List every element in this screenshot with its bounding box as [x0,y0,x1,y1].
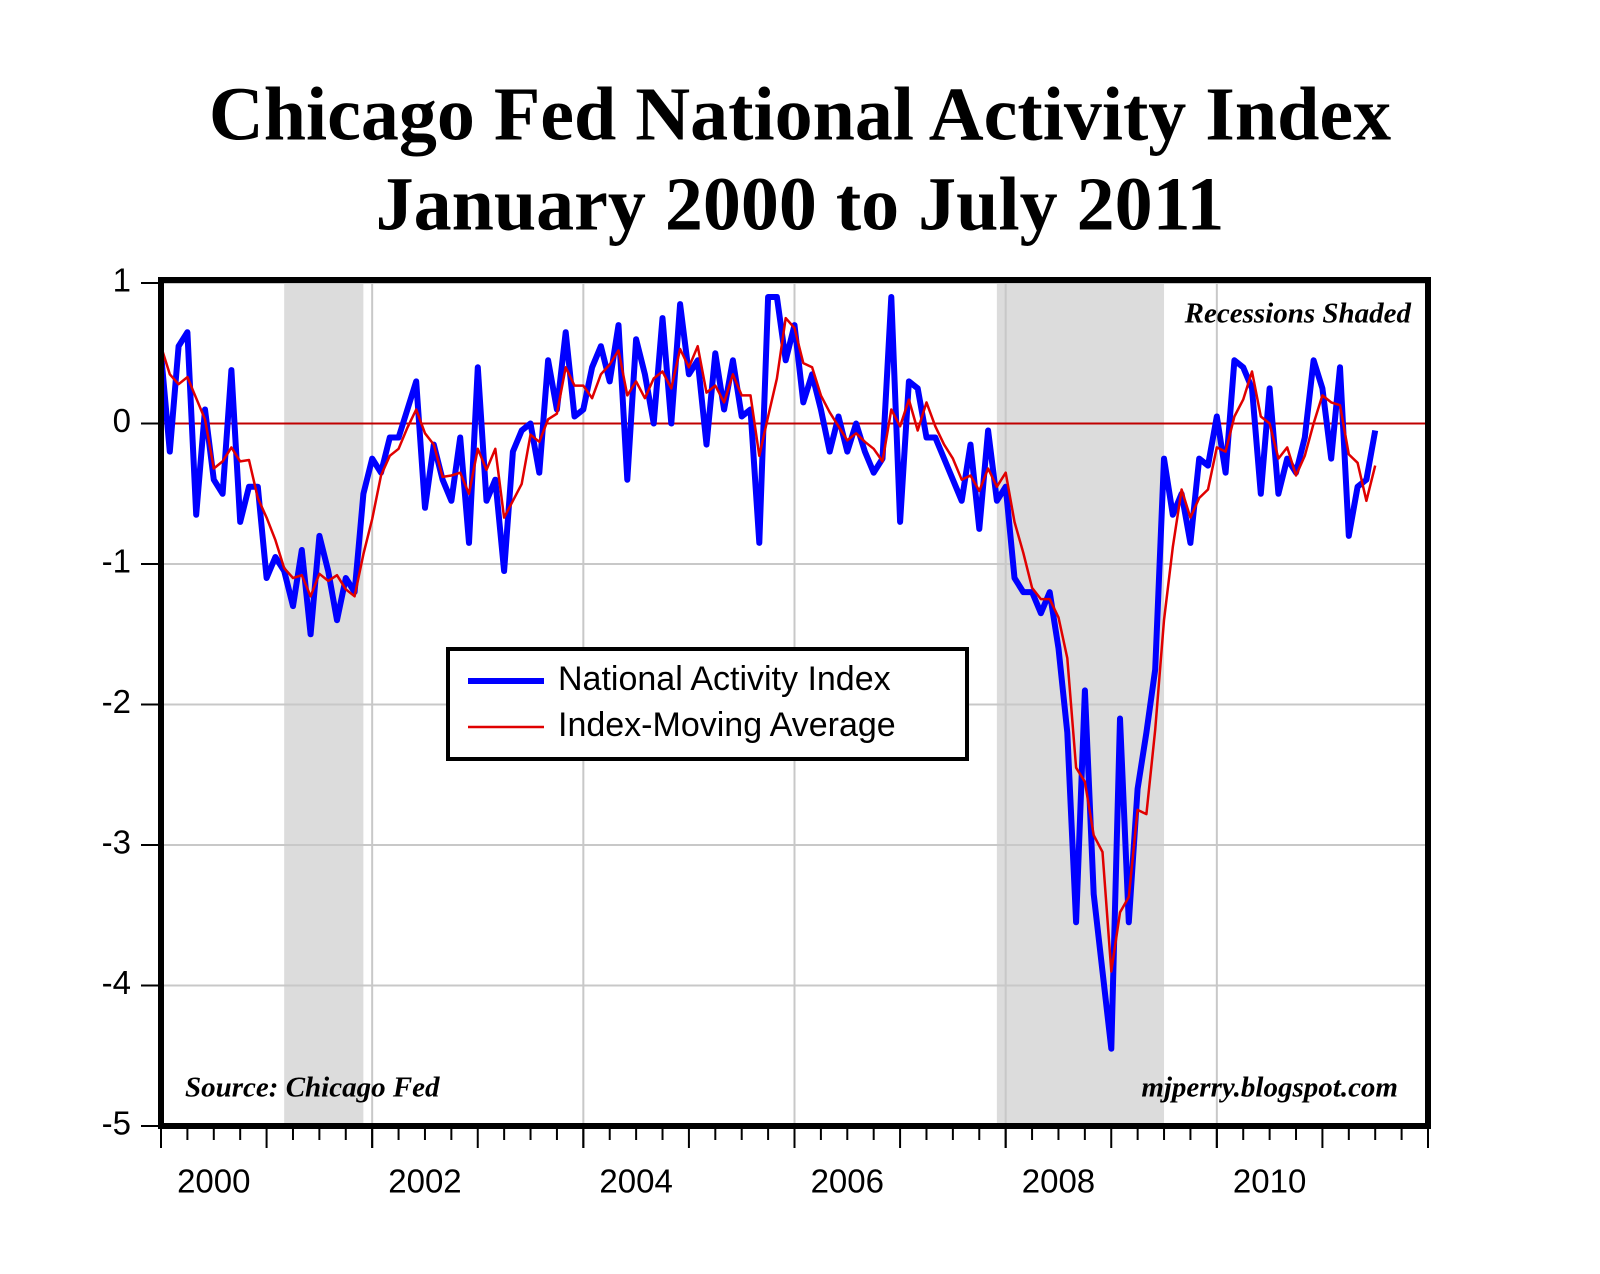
annotation: Source: Chicago Fed [185,1072,440,1104]
series-line [158,294,1379,1052]
y-tick-label: -1 [102,543,131,580]
y-tick-label: -2 [102,683,131,720]
x-tick-label: 2002 [388,1163,461,1200]
chart-title: Chicago Fed National Activity Index [209,72,1391,156]
series-line [159,316,1377,973]
y-tick-label: 0 [113,402,131,439]
y-tick-label: -5 [102,1105,131,1142]
x-tick-label: 2004 [599,1163,672,1200]
x-tick-label: 2000 [177,1163,250,1200]
annotation: Recessions Shaded [1184,298,1412,330]
legend-box [446,647,969,761]
y-tick-label: 1 [113,262,131,299]
legend-label: Index-Moving Average [558,706,896,744]
recession-shade [996,280,1165,1126]
chart-subtitle: January 2000 to July 2011 [376,162,1225,246]
x-tick-label: 2010 [1233,1163,1306,1200]
legend-label: National Activity Index [558,660,891,698]
y-tick-label: -3 [102,824,131,861]
x-tick-label: 2008 [1022,1163,1095,1200]
plot-overlay: -5 -4 -3 -2 -1 0 1 2000 2002 2004 2006 2008 2010 Rece… [102,262,1429,1200]
x-tick-label: 2006 [811,1163,884,1200]
y-tick-label: -4 [102,964,131,1001]
recession-shade [284,280,364,1126]
annotation: mjperry.blogspot.com [1141,1072,1398,1104]
plot-lines [158,294,1428,1052]
